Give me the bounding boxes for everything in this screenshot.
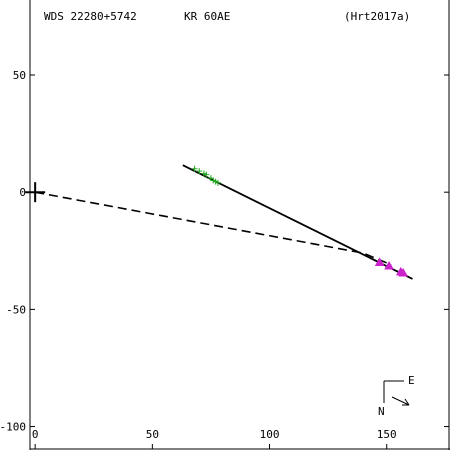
reference-label: (Hrt2017a): [344, 10, 410, 23]
compass-east-label: E: [408, 374, 415, 387]
y-tick-label: -100: [0, 421, 26, 434]
x-tick-label: 150: [377, 428, 397, 441]
y-tick-label: -50: [6, 303, 26, 316]
discoverer-label: KR 60AE: [184, 10, 230, 23]
compass-north-label: N: [378, 405, 385, 418]
x-tick-label: 100: [260, 428, 280, 441]
wds-label: WDS 22280+5742: [44, 10, 137, 23]
y-tick-label: 0: [19, 186, 26, 199]
x-tick-label: 0: [32, 428, 39, 441]
x-tick-label: 50: [146, 428, 159, 441]
y-tick-label: 50: [13, 69, 26, 82]
